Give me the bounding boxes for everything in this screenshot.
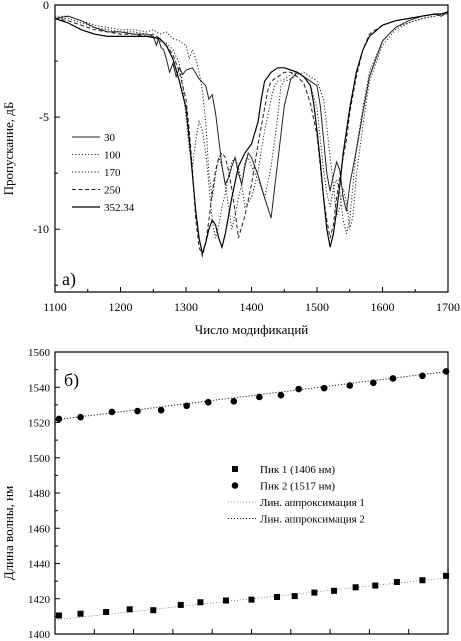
x-tick-label-a-3: 1400 xyxy=(240,300,264,314)
peak1-point-14 xyxy=(372,582,379,589)
series-line-a-4 xyxy=(54,11,449,255)
peak1-point-9 xyxy=(274,593,281,600)
peak2-point-13 xyxy=(370,379,377,387)
legend-label-b-3: Лин. аппроксимация 2 xyxy=(260,514,365,526)
x-tick-label-a-5: 1600 xyxy=(371,300,395,314)
peak2-point-5 xyxy=(183,402,190,410)
y-tick-label-b-3: 1460 xyxy=(28,523,51,535)
peak1-point-12 xyxy=(331,587,338,594)
x-tick-label-a-1: 1200 xyxy=(109,300,133,314)
y-tick-label-b-1: 1420 xyxy=(28,594,51,606)
peak2-point-12 xyxy=(346,382,354,389)
legend-label-a-2: 170 xyxy=(104,167,121,179)
peak1-point-3 xyxy=(126,606,133,613)
peak2-point-6 xyxy=(204,398,212,406)
peak2-point-14 xyxy=(389,375,397,382)
y-tick-label-b-5: 1500 xyxy=(28,453,51,465)
peak2-point-11 xyxy=(320,384,328,392)
peak2-point-0 xyxy=(55,415,63,423)
y-axis-label-b: Длина волны, нм xyxy=(1,486,16,581)
y-axis-label-a: Пропускание, дБ xyxy=(1,102,16,196)
peak1-point-11 xyxy=(311,589,318,596)
peak1-point-0 xyxy=(55,612,62,619)
panel-label-a: а) xyxy=(62,269,76,290)
peak1-point-7 xyxy=(222,597,229,604)
plot-frame-a xyxy=(54,4,449,293)
legend-label-a-1: 100 xyxy=(104,150,121,162)
x-axis-label-a: Число модификаций xyxy=(195,322,309,337)
x-tick-label-a-4: 1500 xyxy=(305,300,329,314)
y-tick-label-b-8: 1560 xyxy=(28,347,51,359)
plot-frame-b xyxy=(54,351,449,635)
peak1-point-17 xyxy=(443,572,450,579)
peak1-point-1 xyxy=(77,610,84,617)
y-tick-label-b-0: 1400 xyxy=(28,629,51,641)
series-line-a-1 xyxy=(55,13,448,230)
legend-marker-b-1 xyxy=(231,482,239,489)
peak2-point-15 xyxy=(419,372,426,380)
peak1-point-6 xyxy=(197,599,204,606)
y-tick-label-b-2: 1440 xyxy=(28,559,51,571)
panel-a: 1100 1200 1300 1400 1500 1600 1700 0 -5 -10 Число … xyxy=(1,0,460,337)
peak1-point-10 xyxy=(291,593,298,600)
panel-b: 1400 1420 1440 1460 1480 1500 1520 1540 1560 Длин… xyxy=(1,347,450,641)
legend-label-b-1: Пик 2 (1517 нм) xyxy=(260,481,335,493)
y-tick-label-a-0: 0 xyxy=(43,0,49,12)
panel-label-b: б) xyxy=(64,370,79,391)
series-line-a-3 xyxy=(54,11,449,258)
legend-marker-b-0 xyxy=(232,466,238,472)
peak2-point-1 xyxy=(77,413,84,421)
peak2-point-2 xyxy=(108,408,116,416)
series-line-a-2 xyxy=(55,13,448,239)
y-tick-label-a-2: -10 xyxy=(33,222,49,236)
y-tick-label-b-4: 1480 xyxy=(28,488,51,500)
y-tick-label-a-1: -5 xyxy=(39,110,49,124)
legend-label-a-4: 352.34 xyxy=(104,202,135,214)
peak1-point-13 xyxy=(352,584,359,591)
peak1-point-5 xyxy=(177,601,184,608)
legend-label-a-0: 30 xyxy=(104,132,116,144)
legend-label-a-3: 250 xyxy=(104,185,121,197)
x-tick-label-a-6: 1700 xyxy=(436,300,460,314)
peak1-point-2 xyxy=(103,608,110,615)
peak2-point-16 xyxy=(442,368,450,375)
peak2-point-9 xyxy=(277,391,285,399)
x-tick-label-a-0: 1100 xyxy=(43,300,67,314)
legend-label-b-0: Пик 1 (1406 нм) xyxy=(260,464,335,476)
peak1-point-16 xyxy=(419,577,426,584)
y-tick-label-b-6: 1520 xyxy=(28,418,51,430)
peak2-point-10 xyxy=(295,385,302,393)
peak2-point-7 xyxy=(230,398,238,405)
peak1-point-4 xyxy=(150,607,157,614)
peak2-point-4 xyxy=(157,406,165,414)
peak2-point-8 xyxy=(256,393,263,401)
peak2-point-3 xyxy=(134,407,141,415)
x-tick-label-a-2: 1300 xyxy=(174,300,198,314)
peak1-point-8 xyxy=(248,596,255,603)
series-line-a-0 xyxy=(54,11,449,219)
legend-label-b-2: Лин. аппроксимация 1 xyxy=(260,497,365,509)
peak1-point-15 xyxy=(393,579,400,586)
y-tick-label-b-7: 1540 xyxy=(28,382,51,394)
